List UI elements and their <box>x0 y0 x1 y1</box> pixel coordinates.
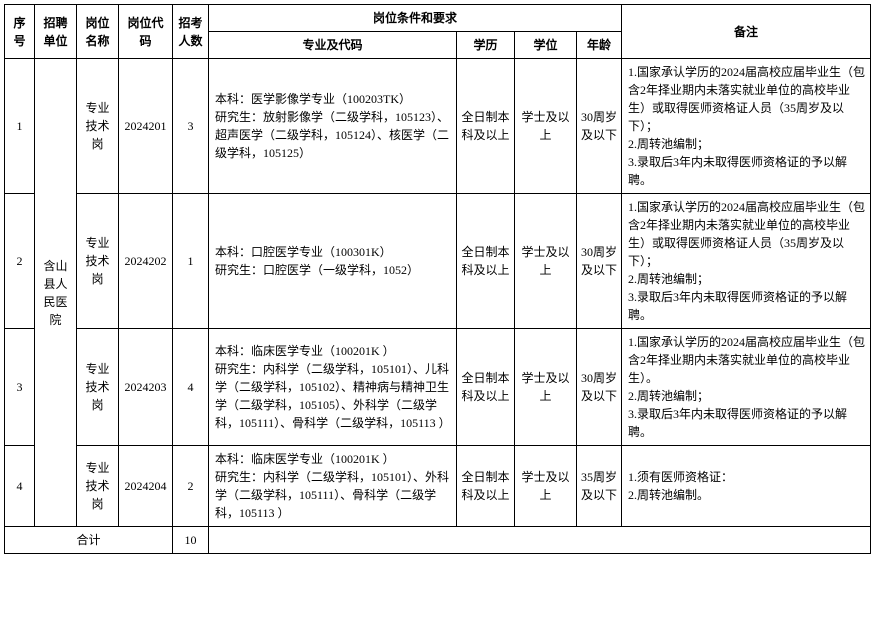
cell-age: 35周岁及以下 <box>577 446 622 527</box>
cell-major: 本科：临床医学专业（100201K ）研究生：内科学（二级学科，105101）、… <box>209 446 457 527</box>
cell-major: 本科：口腔医学专业（100301K）研究生：口腔医学（一级学科，1052） <box>209 194 457 329</box>
header-row-1: 序号 招聘单位 岗位名称 岗位代码 招考人数 岗位条件和要求 备注 <box>5 5 871 32</box>
cell-seq: 2 <box>5 194 35 329</box>
footer-total-count: 10 <box>173 527 209 554</box>
cell-age: 30周岁及以下 <box>577 329 622 446</box>
cell-poscode: 2024203 <box>119 329 173 446</box>
cell-remark: 1.国家承认学历的2024届高校应届毕业生（包含2年择业期内未落实就业单位的高校… <box>622 194 871 329</box>
recruitment-table: 序号 招聘单位 岗位名称 岗位代码 招考人数 岗位条件和要求 备注 专业及代码 … <box>4 4 871 554</box>
footer-blank <box>209 527 871 554</box>
cell-degree: 学士及以上 <box>515 59 577 194</box>
header-unit: 招聘单位 <box>35 5 77 59</box>
header-remark: 备注 <box>622 5 871 59</box>
table-row: 2 专业技术岗20242021本科：口腔医学专业（100301K）研究生：口腔医学… <box>5 194 871 329</box>
cell-count: 1 <box>173 194 209 329</box>
cell-degree: 学士及以上 <box>515 446 577 527</box>
cell-age: 30周岁及以下 <box>577 194 622 329</box>
header-edu: 学历 <box>457 32 515 59</box>
header-poscode: 岗位代码 <box>119 5 173 59</box>
cell-major: 本科：医学影像学专业（100203TK）研究生：放射影像学（二级学科，10512… <box>209 59 457 194</box>
header-major: 专业及代码 <box>209 32 457 59</box>
cell-age: 30周岁及以下 <box>577 59 622 194</box>
cell-posname: 专业技术岗 <box>77 59 119 194</box>
cell-seq: 4 <box>5 446 35 527</box>
header-seq: 序号 <box>5 5 35 59</box>
header-posname: 岗位名称 <box>77 5 119 59</box>
cell-edu: 全日制本科及以上 <box>457 446 515 527</box>
cell-major: 本科：临床医学专业（100201K ）研究生：内科学（二级学科，105101）、… <box>209 329 457 446</box>
cell-posname: 专业技术岗 <box>77 194 119 329</box>
cell-edu: 全日制本科及以上 <box>457 329 515 446</box>
cell-count: 2 <box>173 446 209 527</box>
header-count: 招考人数 <box>173 5 209 59</box>
cell-posname: 专业技术岗 <box>77 329 119 446</box>
cell-poscode: 2024201 <box>119 59 173 194</box>
header-degree: 学位 <box>515 32 577 59</box>
cell-remark: 1.国家承认学历的2024届高校应届毕业生（包含2年择业期内未落实就业单位的高校… <box>622 329 871 446</box>
cell-degree: 学士及以上 <box>515 329 577 446</box>
table-row: 3 专业技术岗20242034本科：临床医学专业（100201K ）研究生：内科学… <box>5 329 871 446</box>
cell-degree: 学士及以上 <box>515 194 577 329</box>
cell-count: 4 <box>173 329 209 446</box>
table-row: 4 专业技术岗20242042本科：临床医学专业（100201K ）研究生：内科学… <box>5 446 871 527</box>
footer-row: 合计10 <box>5 527 871 554</box>
cell-remark: 1.国家承认学历的2024届高校应届毕业生（包含2年择业期内未落实就业单位的高校… <box>622 59 871 194</box>
cell-poscode: 2024202 <box>119 194 173 329</box>
cell-count: 3 <box>173 59 209 194</box>
header-conditions: 岗位条件和要求 <box>209 5 622 32</box>
cell-poscode: 2024204 <box>119 446 173 527</box>
cell-seq: 3 <box>5 329 35 446</box>
footer-total-label: 合计 <box>5 527 173 554</box>
cell-remark: 1.须有医师资格证：2.周转池编制。 <box>622 446 871 527</box>
cell-edu: 全日制本科及以上 <box>457 194 515 329</box>
cell-edu: 全日制本科及以上 <box>457 59 515 194</box>
header-age: 年龄 <box>577 32 622 59</box>
cell-seq: 1 <box>5 59 35 194</box>
cell-posname: 专业技术岗 <box>77 446 119 527</box>
cell-unit: 含山县人民医院 <box>35 59 77 527</box>
table-row: 1含山县人民医院专业技术岗20242013本科：医学影像学专业（100203TK… <box>5 59 871 194</box>
